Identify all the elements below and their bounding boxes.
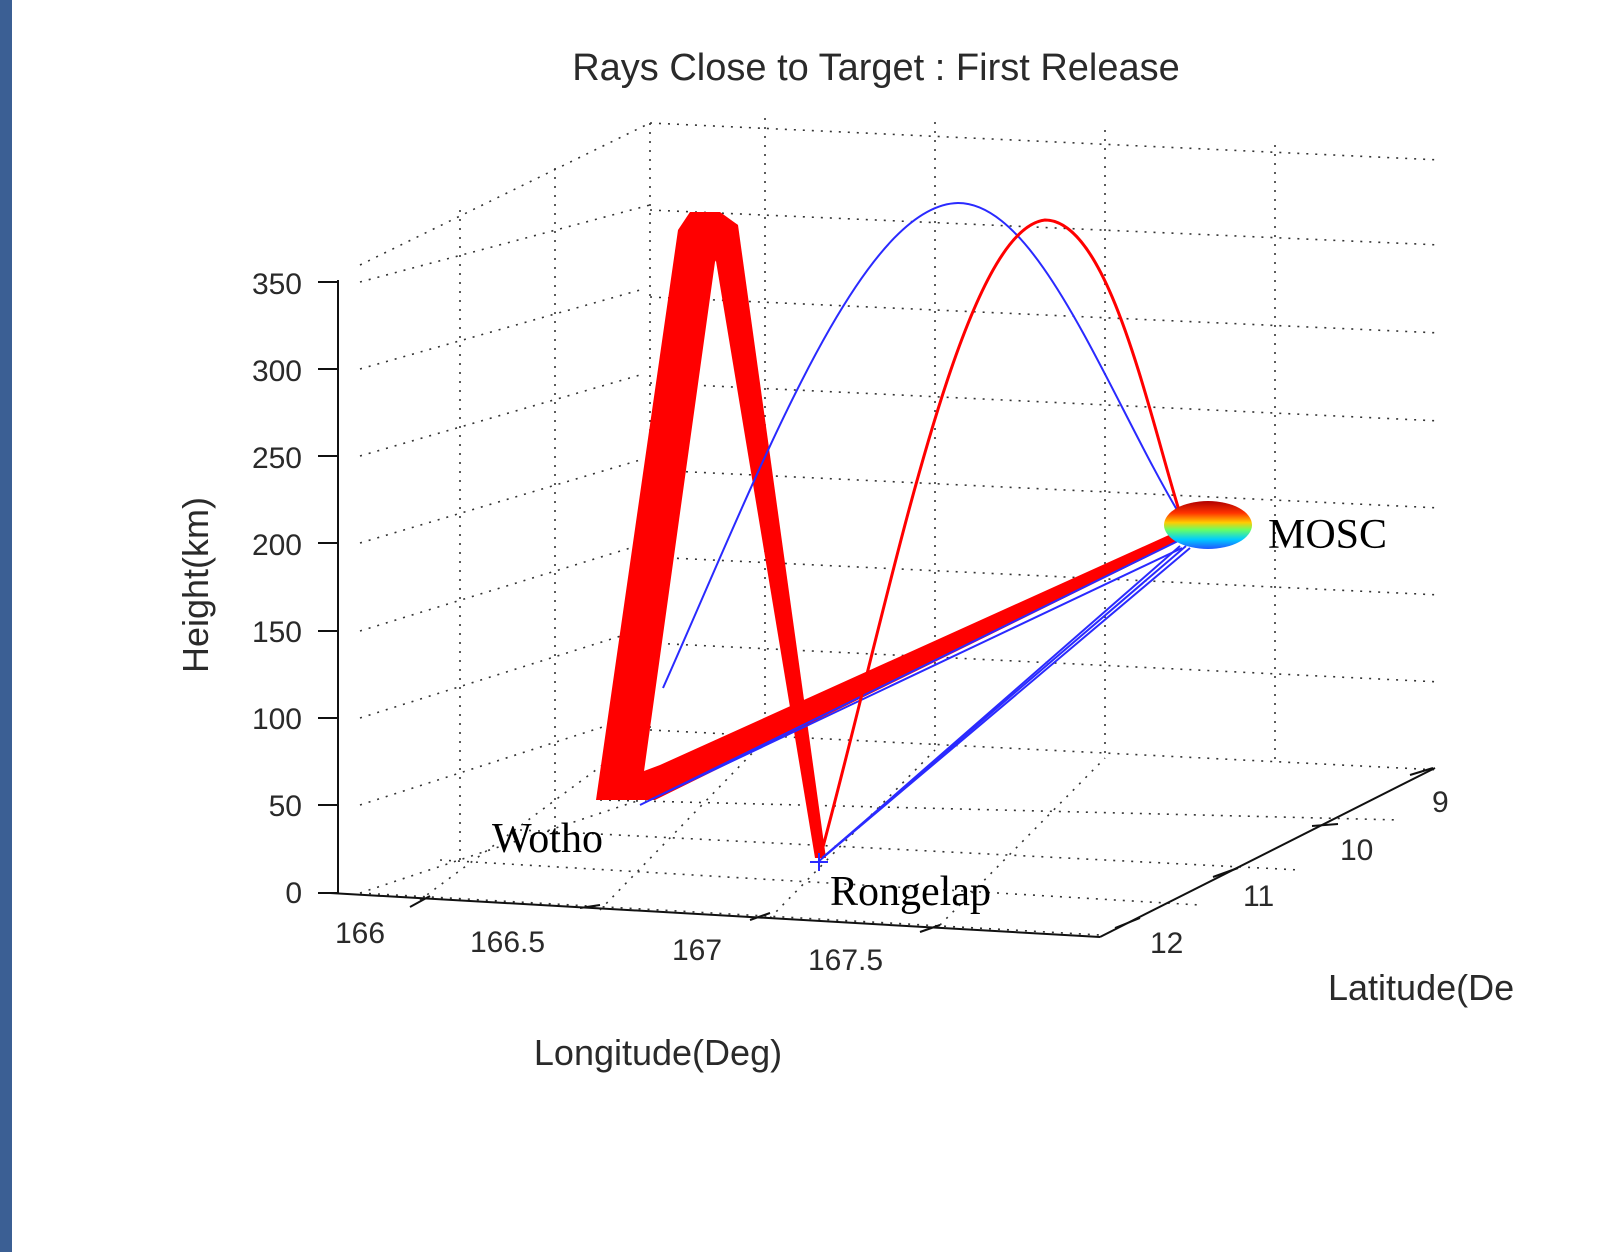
series-blue-rays bbox=[639, 201, 1191, 863]
y-tick-label: 10 bbox=[1340, 834, 1373, 867]
series-red-arc bbox=[818, 218, 1184, 859]
mosc-target-marker bbox=[1164, 501, 1252, 549]
x-tick-labels: 166 166.5 167 167.5 bbox=[335, 917, 883, 977]
ray-bundle-up bbox=[596, 212, 738, 800]
z-tick-label: 100 bbox=[252, 703, 302, 736]
z-tick-label: 300 bbox=[252, 355, 302, 388]
blue-arc bbox=[662, 201, 1184, 689]
y-tick-label: 12 bbox=[1150, 927, 1183, 960]
location-label-mosc: MOSC bbox=[1268, 512, 1387, 558]
x-tick-label: 167.5 bbox=[808, 944, 883, 977]
z-tick-label: 150 bbox=[252, 616, 302, 649]
z-tick-label: 350 bbox=[252, 268, 302, 301]
x-tick-label: 167 bbox=[672, 934, 722, 967]
x-axis bbox=[329, 892, 1101, 938]
series-red-bundle bbox=[596, 212, 1182, 858]
rongelap-marker bbox=[810, 853, 828, 871]
y-axis-label: Latitude(De bbox=[1328, 967, 1514, 1008]
x-tick-label: 166 bbox=[335, 917, 385, 950]
y-tick-label: 9 bbox=[1432, 786, 1449, 819]
x-tick-label: 166.5 bbox=[470, 926, 545, 959]
z-axis-label: Height(km) bbox=[175, 497, 216, 673]
z-tick-label: 250 bbox=[252, 442, 302, 475]
y-tick-label: 11 bbox=[1243, 880, 1274, 913]
y-axis bbox=[1099, 767, 1436, 938]
ray-bundle-top bbox=[678, 214, 738, 232]
x-axis-label: Longitude(Deg) bbox=[534, 1032, 782, 1073]
tick-marks bbox=[318, 281, 1434, 933]
z-tick-labels: 0 50 100 150 200 250 300 350 bbox=[252, 268, 302, 910]
y-tick-labels: 9 10 11 12 bbox=[1150, 786, 1449, 960]
location-label-wotho: Wotho bbox=[492, 816, 603, 862]
z-tick-label: 200 bbox=[252, 529, 302, 562]
chart-title: Rays Close to Target : First Release bbox=[572, 47, 1180, 89]
ray-bundle-to-mosc bbox=[600, 530, 1182, 800]
ray-bundle-down bbox=[710, 225, 826, 858]
blue-low-ray-2 bbox=[649, 547, 1183, 801]
slide-side-bar bbox=[0, 0, 12, 1252]
location-label-rongelap: Rongelap bbox=[830, 869, 991, 915]
z-tick-label: 50 bbox=[269, 790, 302, 823]
axes bbox=[329, 280, 1436, 938]
blue-low-ray-1 bbox=[639, 539, 1181, 806]
z-tick-label: 0 bbox=[285, 877, 302, 910]
blue-rongelap-ray-3 bbox=[825, 547, 1191, 856]
